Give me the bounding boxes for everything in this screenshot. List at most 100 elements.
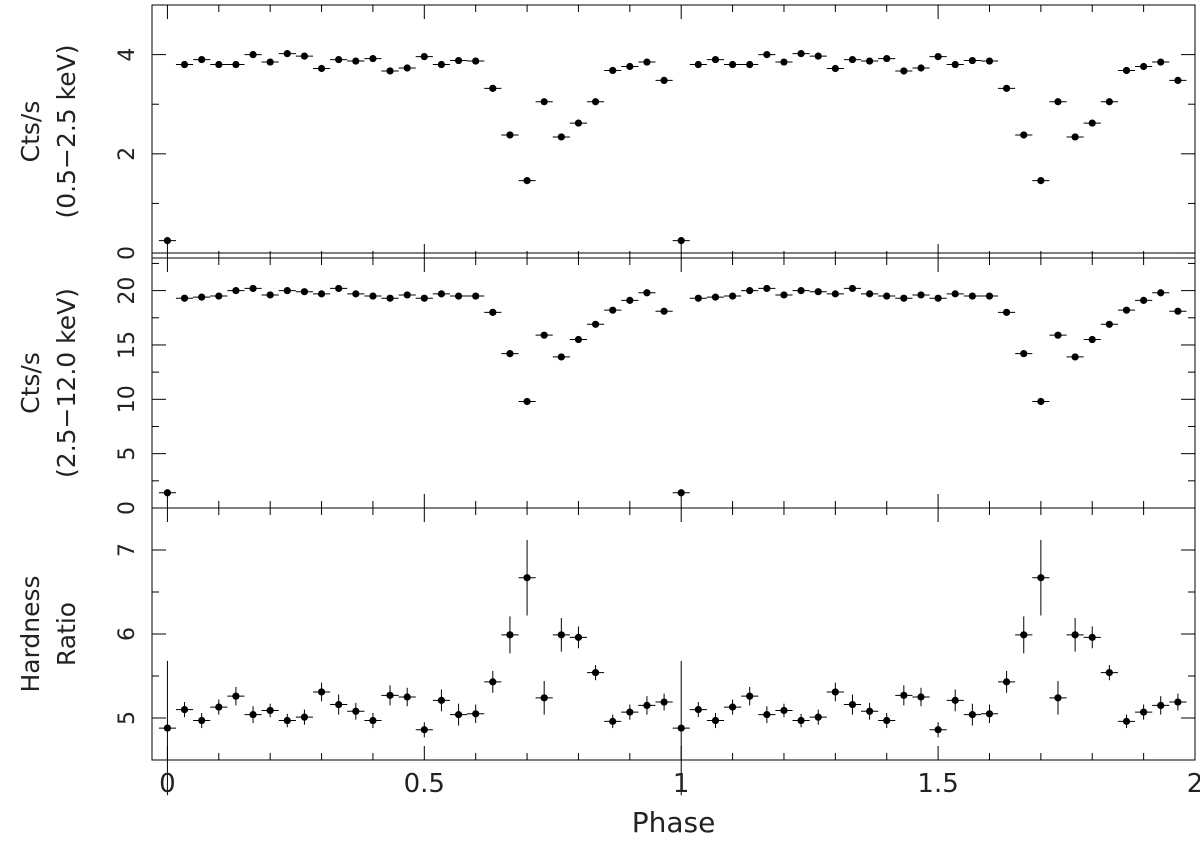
panel-hard-counts-data-point [643,289,651,297]
x-tick-label: 1.5 [917,769,958,799]
panel-soft-counts-y-tick-label: 2 [115,147,140,161]
panel-hard-counts-data-point [300,288,309,296]
panel-hard-counts-data-point [1037,397,1045,406]
panel-hard-counts-data-point [746,287,754,295]
panel-hard-counts-data-point [609,306,617,314]
panel-soft-counts-data-point [848,55,857,64]
panel-soft-counts-data-point [934,52,942,61]
panel-soft-counts-data-point [1020,131,1028,139]
panel-hardness-ratio-data-point [883,716,891,725]
panel-hard-counts-data-point [951,290,959,298]
panel-hardness-ratio-data-point [1037,574,1045,582]
panel-hardness-ratio-data-point [985,710,994,718]
panel-soft-counts-data-point [797,50,805,58]
panel-hard-counts-data-point [985,292,994,300]
panel-hardness-ratio-data-point [437,696,446,704]
panel-hardness-ratio-data-point [454,711,463,719]
panel-hardness-ratio-data-point [300,713,309,721]
panel-hardness-ratio-data-point [1157,701,1165,710]
panel-hard-counts-data-point [1020,350,1028,358]
panel-soft-counts-data-point [283,50,291,58]
panel-hard-counts-data-point [523,397,531,406]
panel-soft-counts-y-tick-label: 4 [115,48,140,62]
panel-hardness-ratio-data-point [574,633,583,641]
panel-hardness-ratio-data-point [609,717,617,725]
panel-soft-counts-data-point [180,60,189,69]
panel-hard-counts-data-point [557,353,565,361]
panel-hard-counts-data-point [797,287,805,295]
panel-hardness-ratio-data-point [711,716,720,725]
panel-hardness-ratio-ylabel-line: Ratio [52,602,81,666]
panel-hardness-ratio-data-point [866,707,874,715]
panel-hardness-ratio-y-tick-label: 7 [115,543,140,557]
panel-soft-counts-data-point [831,64,839,73]
panel-hardness-ratio-data-point [917,693,925,701]
panel-hardness-ratio-data-point [591,669,600,677]
panel-hard-counts-data-point [763,284,771,293]
panel-hardness-ratio-y-tick-label: 5 [115,711,140,725]
panel-soft-counts-data-point [1140,62,1148,71]
panel-hard-counts-data-point [866,290,874,298]
panel-soft-counts-data-point [1088,119,1096,127]
panel-soft-counts-data-point [643,58,651,66]
panel-hard-counts-y-tick-label: 10 [115,385,140,413]
panel-soft-counts-data-point [557,133,565,141]
panel-hard-counts-y-tick-label: 5 [115,447,140,461]
panel-soft-counts-ylabel-line: Cts/s [16,101,45,163]
panel-soft-counts-data-point [198,55,206,64]
panel-hard-counts-data-point [883,292,891,300]
panel-hardness-ratio-data-point [403,693,411,701]
panel-soft-counts-data-point [574,119,583,127]
panel-soft-counts-data-point [249,51,257,59]
panel-hardness-ratio-data-point [540,694,548,702]
panel-hardness-ratio-data-point [694,706,702,714]
panel-hard-counts-data-point [317,290,326,298]
panel-hardness-ratio-data-point [797,716,805,725]
panel-hardness-ratio-ylabel-line: Hardness [16,575,45,692]
panel-hardness-ratio-data-point [1054,694,1062,702]
panel-soft-counts-data-point [746,60,754,69]
panel-hard-counts-ylabel-line: Cts/s [16,352,45,414]
panel-hardness-ratio-data-point [180,706,189,714]
panel-soft-counts-data-point [728,60,737,69]
panel-hardness-ratio-data-point [1105,669,1113,677]
panel-hardness-ratio-data-point [523,574,531,582]
panel-hard-counts-data-point [335,284,343,293]
panel-soft-counts-data-point [352,57,360,65]
panel-hardness-ratio-data-point [1174,698,1182,706]
panel-soft-counts-data-point [215,60,223,69]
panel-hard-counts-data-point [677,489,685,497]
panel-hard-counts-data-point [1071,353,1079,361]
panel-hardness-ratio-data-point [848,700,857,709]
panel-hardness-ratio-data-point [1020,631,1028,639]
panel-hardness-ratio-data-point [1071,631,1079,639]
panel-hardness-ratio-data-point [317,688,326,696]
panel-soft-counts-data-point [1174,76,1182,85]
panel-hardness-ratio-data-point [626,708,634,716]
panel-hardness-ratio-data-point [369,716,377,725]
panel-soft-counts-data-point [1054,98,1062,106]
panel-soft-counts-data-point [883,54,891,63]
panel-soft-counts-ylabel-line: (0.5−2.5 keV) [52,45,81,219]
x-tick-label: 0.5 [404,769,445,799]
panel-hard-counts-data-point [437,290,446,298]
panel-soft-counts-data-point [1037,177,1045,185]
panel-hardness-ratio-data-point [249,711,257,719]
panel-soft-counts-data-point [1122,66,1131,75]
panel-hardness-ratio-data-point [1122,717,1131,725]
panel-hard-counts-data-point [249,284,257,293]
panel-hardness-ratio-data-point [660,698,668,706]
panel-hardness-ratio-data-point [934,726,942,734]
panel-hard-counts-data-point [917,291,925,299]
panel-soft-counts-data-point [489,84,497,92]
panel-hardness-ratio-data-point [352,707,360,715]
panel-hardness-ratio-data-point [1088,633,1096,641]
panel-hard-counts-data-point [215,292,223,300]
panel-soft-counts-data-point [540,98,548,106]
panel-hardness-ratio-data-point [1140,708,1148,716]
panel-hardness-ratio-data-point [420,726,428,734]
panel-hard-counts-data-point [1157,289,1165,297]
panel-hard-counts-data-point [780,291,788,299]
panel-hard-counts-data-point [934,294,942,302]
